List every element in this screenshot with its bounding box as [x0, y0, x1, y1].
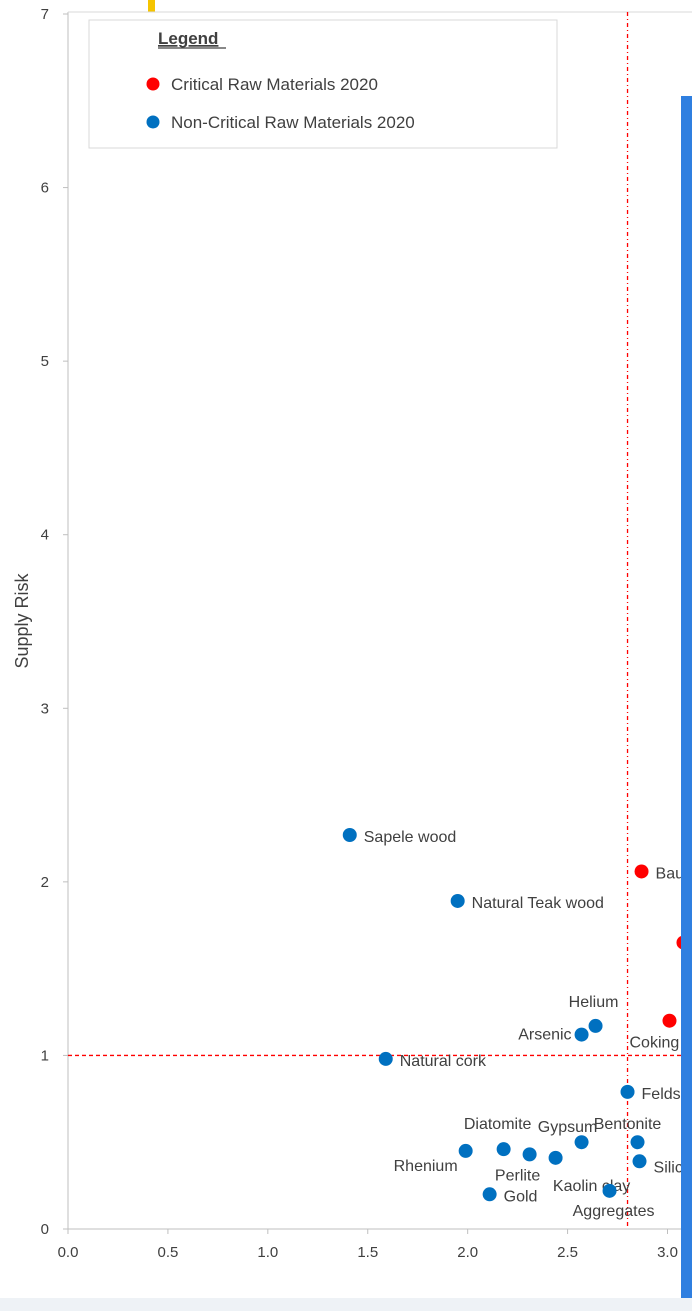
point-label: Gypsum — [538, 1119, 598, 1136]
point-label: Sapele wood — [364, 829, 457, 846]
data-point-sapele-wood — [342, 827, 357, 842]
legend-box — [88, 19, 558, 149]
legend-title: Legend — [158, 29, 218, 48]
data-point-bau — [634, 864, 649, 879]
point-label: Aggregates — [573, 1203, 655, 1220]
legend-marker-noncritical — [146, 115, 160, 129]
x-tick-label: 0.0 — [58, 1244, 79, 1261]
legend-entry-critical: Critical Raw Materials 2020 — [171, 75, 378, 94]
x-tick-label: 3.0 — [657, 1244, 678, 1261]
y-tick-label: 3 — [41, 700, 49, 717]
point-label: Kaolin clay — [553, 1178, 630, 1195]
data-point-kaolin-clay — [548, 1150, 563, 1165]
point-label: Helium — [569, 994, 619, 1011]
data-point-natural-cork — [378, 1051, 393, 1066]
point-label: Rhenium — [394, 1158, 458, 1175]
x-tick-label: 0.5 — [157, 1244, 178, 1261]
point-label: Coking — [629, 1035, 679, 1052]
y-tick-label: 0 — [41, 1221, 49, 1238]
top-yellow-marker — [148, 0, 155, 12]
point-label: Diatomite — [464, 1116, 532, 1133]
data-point-perlite — [522, 1147, 537, 1162]
point-label: Natural cork — [400, 1053, 487, 1070]
y-tick-label: 2 — [41, 874, 49, 891]
point-label: Natural Teak wood — [472, 895, 604, 912]
data-point-feldsp — [620, 1084, 635, 1099]
y-tick-label: 7 — [41, 6, 49, 23]
point-label: Feldsp — [642, 1086, 690, 1103]
data-point-arsenic — [574, 1027, 589, 1042]
data-point-gypsum — [574, 1135, 589, 1150]
y-axis-label: Supply Risk — [12, 572, 32, 668]
y-tick-label: 4 — [41, 527, 49, 544]
legend-marker-critical — [146, 77, 160, 91]
bottom-strip — [0, 1298, 692, 1311]
x-tick-label: 1.5 — [357, 1244, 378, 1261]
data-point-diatomite — [496, 1142, 511, 1157]
data-point-rhenium — [458, 1143, 473, 1158]
point-label: Gold — [504, 1188, 538, 1205]
y-tick-label: 6 — [41, 180, 49, 197]
data-point-helium — [588, 1018, 603, 1033]
data-point-gold — [482, 1187, 497, 1202]
point-label: Bentonite — [594, 1116, 662, 1133]
point-label: Arsenic — [518, 1027, 571, 1044]
legend: Legend Critical Raw Materials 2020 Non-C… — [88, 19, 558, 149]
point-label: Perlite — [495, 1167, 540, 1184]
side-panel-overlay — [681, 96, 692, 1311]
legend-entry-noncritical: Non-Critical Raw Materials 2020 — [171, 113, 415, 132]
y-tick-label: 5 — [41, 353, 49, 370]
x-tick-label: 1.0 — [257, 1244, 278, 1261]
data-point-b — [662, 1013, 677, 1028]
data-point-silic — [632, 1154, 647, 1169]
x-tick-label: 2.5 — [557, 1244, 578, 1261]
data-point-natural-teak-wood — [450, 893, 465, 908]
data-point-aggregates — [602, 1183, 617, 1198]
x-tick-label: 2.0 — [457, 1244, 478, 1261]
point-label: Bau — [656, 865, 684, 882]
y-tick-label: 1 — [41, 1047, 49, 1064]
data-point-bentonite — [630, 1135, 645, 1150]
point-label: Silic — [654, 1159, 683, 1176]
